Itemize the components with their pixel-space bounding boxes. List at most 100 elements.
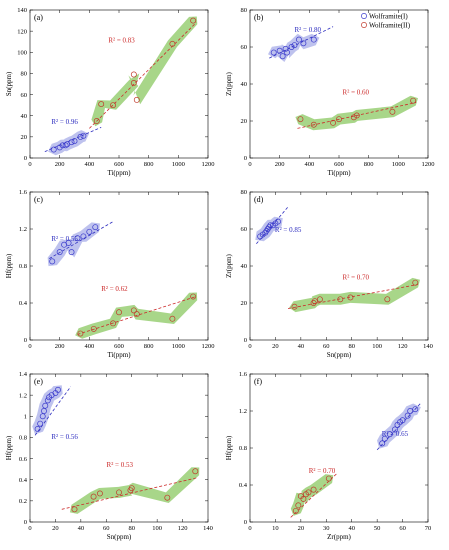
x-axis-label: Zr(ppm): [327, 533, 351, 541]
data-point: [311, 298, 318, 305]
data-point: [270, 49, 277, 56]
panel-label: (b): [254, 13, 264, 22]
data-point: [325, 475, 332, 482]
data-point: [41, 408, 47, 414]
data-point: [80, 233, 87, 240]
trend-line: [256, 206, 289, 245]
data-point: [310, 36, 317, 43]
field-envelope: [69, 467, 200, 514]
plot-frame: [249, 191, 429, 341]
y-tick-label: 0: [244, 519, 247, 526]
x-tick-label: 60: [323, 343, 330, 350]
data-point: [353, 112, 360, 119]
data-point: [92, 224, 99, 231]
r2-label: R² = 0.56: [51, 433, 78, 441]
y-axis-label: Zr(ppm): [225, 71, 233, 95]
data-point: [292, 507, 299, 514]
x-tick-label: 20: [298, 525, 305, 532]
x-tick-label: 1000: [172, 161, 185, 168]
data-point: [305, 489, 312, 496]
data-point: [77, 330, 84, 337]
r2-label: R² = 0.70: [309, 467, 336, 475]
data-point: [133, 311, 140, 318]
y-tick-label: 100: [17, 49, 27, 56]
data-point: [192, 468, 199, 475]
data-point: [98, 101, 105, 108]
x-tick-label: 200: [55, 161, 65, 168]
y-tick-label: 1.6: [19, 189, 28, 196]
x-tick-label: 70: [425, 525, 432, 532]
legend-marker: [361, 13, 367, 19]
x-tick-label: 400: [304, 161, 314, 168]
x-tick-label: 120: [178, 525, 188, 532]
y-tick-label: 120: [17, 28, 27, 35]
y-tick-label: 0.4: [19, 300, 28, 307]
data-point: [133, 96, 140, 103]
data-point: [300, 40, 307, 47]
y-tick-label: 60: [21, 92, 28, 99]
data-point: [34, 426, 41, 432]
data-point: [169, 40, 176, 47]
data-point: [116, 309, 122, 316]
field-envelope: [47, 222, 100, 267]
y-tick-label: 0.8: [239, 445, 247, 452]
r2-label: R² = 0.83: [108, 37, 135, 45]
data-point: [276, 47, 283, 54]
data-point: [330, 119, 337, 126]
field-envelope: [32, 385, 63, 435]
x-tick-label: 100: [152, 525, 162, 532]
y-tick-label: 1: [24, 413, 27, 420]
trend-line: [89, 22, 197, 129]
data-point: [56, 144, 63, 151]
x-tick-label: 1200: [202, 343, 215, 350]
trend-line: [49, 221, 114, 259]
data-point: [190, 293, 197, 300]
x-tick-label: 30: [323, 525, 330, 532]
x-tick-label: 400: [84, 161, 94, 168]
r2-label: R² = 0.80: [295, 26, 322, 34]
data-point: [279, 53, 286, 60]
plot-frame: [249, 373, 429, 523]
data-point: [295, 502, 302, 509]
x-tick-label: 200: [275, 161, 285, 168]
data-point: [381, 435, 388, 442]
y-tick-label: 1.2: [19, 226, 27, 233]
data-point: [284, 49, 291, 56]
data-point: [128, 485, 135, 492]
data-point: [404, 412, 411, 419]
y-tick-label: 1.4: [19, 371, 28, 378]
y-tick-label: 40: [21, 113, 28, 120]
data-point: [90, 325, 97, 332]
x-tick-label: 0: [28, 161, 31, 168]
r2-label: R² = 0.85: [275, 226, 302, 234]
data-point: [80, 132, 87, 139]
field-envelope: [289, 277, 420, 313]
data-point: [37, 420, 44, 427]
data-point: [347, 294, 354, 301]
x-tick-label: 140: [423, 343, 433, 350]
x-tick-label: 10: [272, 525, 279, 532]
data-point: [93, 118, 100, 124]
y-tick-label: 0: [244, 155, 247, 162]
y-axis-label: Sn(ppm): [5, 71, 13, 96]
y-tick-label: 20: [241, 300, 248, 307]
x-axis-label: Ti(ppm): [327, 169, 351, 177]
data-point: [300, 495, 307, 502]
trend-line: [61, 477, 198, 510]
data-point: [55, 386, 61, 393]
field-envelope: [48, 130, 90, 156]
panel-label: (e): [34, 377, 43, 386]
data-point: [130, 71, 137, 78]
panel-label: (f): [254, 377, 262, 386]
x-tick-label: 600: [114, 161, 124, 168]
r2-label: R² = 0.62: [101, 285, 128, 293]
y-axis-label: Hf(ppm): [5, 253, 13, 278]
data-point: [386, 431, 393, 438]
r2-label: R² = 0.70: [343, 273, 370, 281]
panel-c: 0 200 400 600 800 1000 1200 0 0.4 0.8 1.2 1.6 Ti(ppm…: [5, 189, 215, 359]
x-tick-label: 800: [364, 161, 374, 168]
data-point: [65, 239, 72, 246]
panel-b: 0 200 400 600 800 1000 1200 0 20 40 60 80 Ti(ppm) Zr(…: [225, 7, 435, 177]
legend-marker: [361, 22, 367, 28]
y-tick-label: 40: [241, 263, 248, 270]
